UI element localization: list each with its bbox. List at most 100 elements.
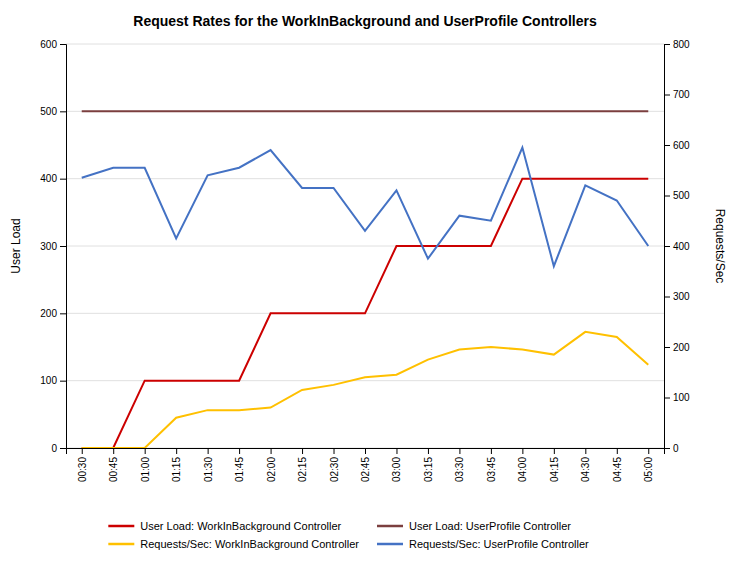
tick-mark <box>208 448 209 454</box>
tick: 02:00 <box>266 448 277 482</box>
tick-label: 04:15 <box>549 457 560 482</box>
grid <box>66 44 664 448</box>
tick: 800 <box>664 39 690 50</box>
tick-mark <box>302 448 303 454</box>
tick-label: 03:15 <box>423 457 434 482</box>
legend-swatch <box>108 525 134 528</box>
tick-mark <box>664 246 670 247</box>
tick: 03:00 <box>391 448 402 482</box>
tick-mark <box>60 44 66 45</box>
tick: 00:45 <box>108 448 119 482</box>
tick-label: 100 <box>673 392 690 403</box>
tick-mark <box>396 448 397 454</box>
tick-label: 400 <box>40 173 57 184</box>
plot: 00:3000:4501:0001:1501:3001:4502:0002:15… <box>9 39 727 482</box>
tick: 02:45 <box>360 448 371 482</box>
tick: 0 <box>664 443 679 454</box>
tick-label: 0 <box>51 443 57 454</box>
title: Request Rates for the WorkInBackground a… <box>133 13 597 29</box>
tick-mark <box>664 196 670 197</box>
tick: 05:00 <box>643 448 654 482</box>
tick-label: 600 <box>673 140 690 151</box>
tick: 02:30 <box>329 448 340 482</box>
tick: 100 <box>664 392 690 403</box>
tick-mark <box>664 347 670 348</box>
grid-line <box>66 111 664 112</box>
tick-label: 100 <box>40 375 57 386</box>
tick: 600 <box>664 140 690 151</box>
tick-mark <box>365 448 366 454</box>
tick: 04:15 <box>549 448 560 482</box>
tick: 04:30 <box>580 448 591 482</box>
tick-mark <box>113 448 114 454</box>
tick-label: 02:15 <box>297 457 308 482</box>
tick-mark <box>664 297 670 298</box>
tick-mark <box>585 448 586 454</box>
grid-line <box>66 246 664 247</box>
tick-mark <box>82 448 83 454</box>
tick-mark <box>239 448 240 454</box>
series-group <box>82 111 649 448</box>
series-line <box>82 110 649 112</box>
tick: 300 <box>664 291 690 302</box>
y2-axis: 0100200300400500600700800 <box>664 39 690 454</box>
tick-mark <box>648 448 649 454</box>
legend-label: Requests/Sec: UserProfile Controller <box>409 538 589 550</box>
tick-label: 200 <box>40 308 57 319</box>
series-line <box>82 332 649 448</box>
chart: 00:3000:4501:0001:1501:3001:4502:0002:15… <box>0 0 736 566</box>
tick-label: 01:15 <box>171 457 182 482</box>
tick-label: 02:45 <box>360 457 371 482</box>
legend-swatch <box>377 525 403 528</box>
tick-mark <box>60 313 66 314</box>
legend-item: User Load: WorkInBackground Controller <box>108 520 341 532</box>
tick-label: 03:00 <box>391 457 402 482</box>
tick: 400 <box>40 173 66 184</box>
legend-swatch <box>377 543 403 546</box>
tick-label: 0 <box>673 443 679 454</box>
tick-label: 00:30 <box>77 457 88 482</box>
tick-mark <box>491 448 492 454</box>
y2-axis-title: Requests/Sec <box>713 209 727 284</box>
tick: 600 <box>40 39 66 50</box>
tick-label: 600 <box>40 39 57 50</box>
tick-label: 300 <box>673 291 690 302</box>
tick-label: 400 <box>673 241 690 252</box>
tick: 03:15 <box>423 448 434 482</box>
tick: 00:30 <box>77 448 88 482</box>
tick-label: 700 <box>673 89 690 100</box>
tick-mark <box>428 448 429 454</box>
tick-mark <box>664 44 670 45</box>
tick: 100 <box>40 375 66 386</box>
tick-label: 04:45 <box>612 457 623 482</box>
tick-label: 04:30 <box>580 457 591 482</box>
tick: 700 <box>664 89 690 100</box>
legend-swatch <box>108 543 134 546</box>
tick-label: 01:00 <box>140 457 151 482</box>
tick: 04:45 <box>612 448 623 482</box>
legend-item: Requests/Sec: WorkInBackground Controlle… <box>108 538 359 550</box>
tick: 300 <box>40 241 66 252</box>
y-axis-title: User Load <box>9 218 23 273</box>
x-axis: 00:3000:4501:0001:1501:3001:4502:0002:15… <box>67 448 665 482</box>
series-line <box>82 148 649 267</box>
tick-label: 300 <box>40 241 57 252</box>
tick: 02:15 <box>297 448 308 482</box>
legend-label: User Load: WorkInBackground Controller <box>140 520 341 532</box>
tick-mark <box>664 95 670 96</box>
tick-mark <box>664 448 670 449</box>
tick: 01:45 <box>234 448 245 482</box>
tick-label: 500 <box>40 106 57 117</box>
tick-mark <box>60 179 66 180</box>
tick-mark <box>60 111 66 112</box>
tick-label: 03:45 <box>486 457 497 482</box>
tick: 500 <box>40 106 66 117</box>
legend-item: User Load: UserProfile Controller <box>377 520 571 532</box>
legend-item: Requests/Sec: UserProfile Controller <box>377 538 589 550</box>
tick: 400 <box>664 241 690 252</box>
tick-mark <box>145 448 146 454</box>
legend: User Load: WorkInBackground Controller Us… <box>108 520 589 550</box>
tick-mark <box>554 448 555 454</box>
tick-label: 05:00 <box>643 457 654 482</box>
tick-label: 200 <box>673 342 690 353</box>
